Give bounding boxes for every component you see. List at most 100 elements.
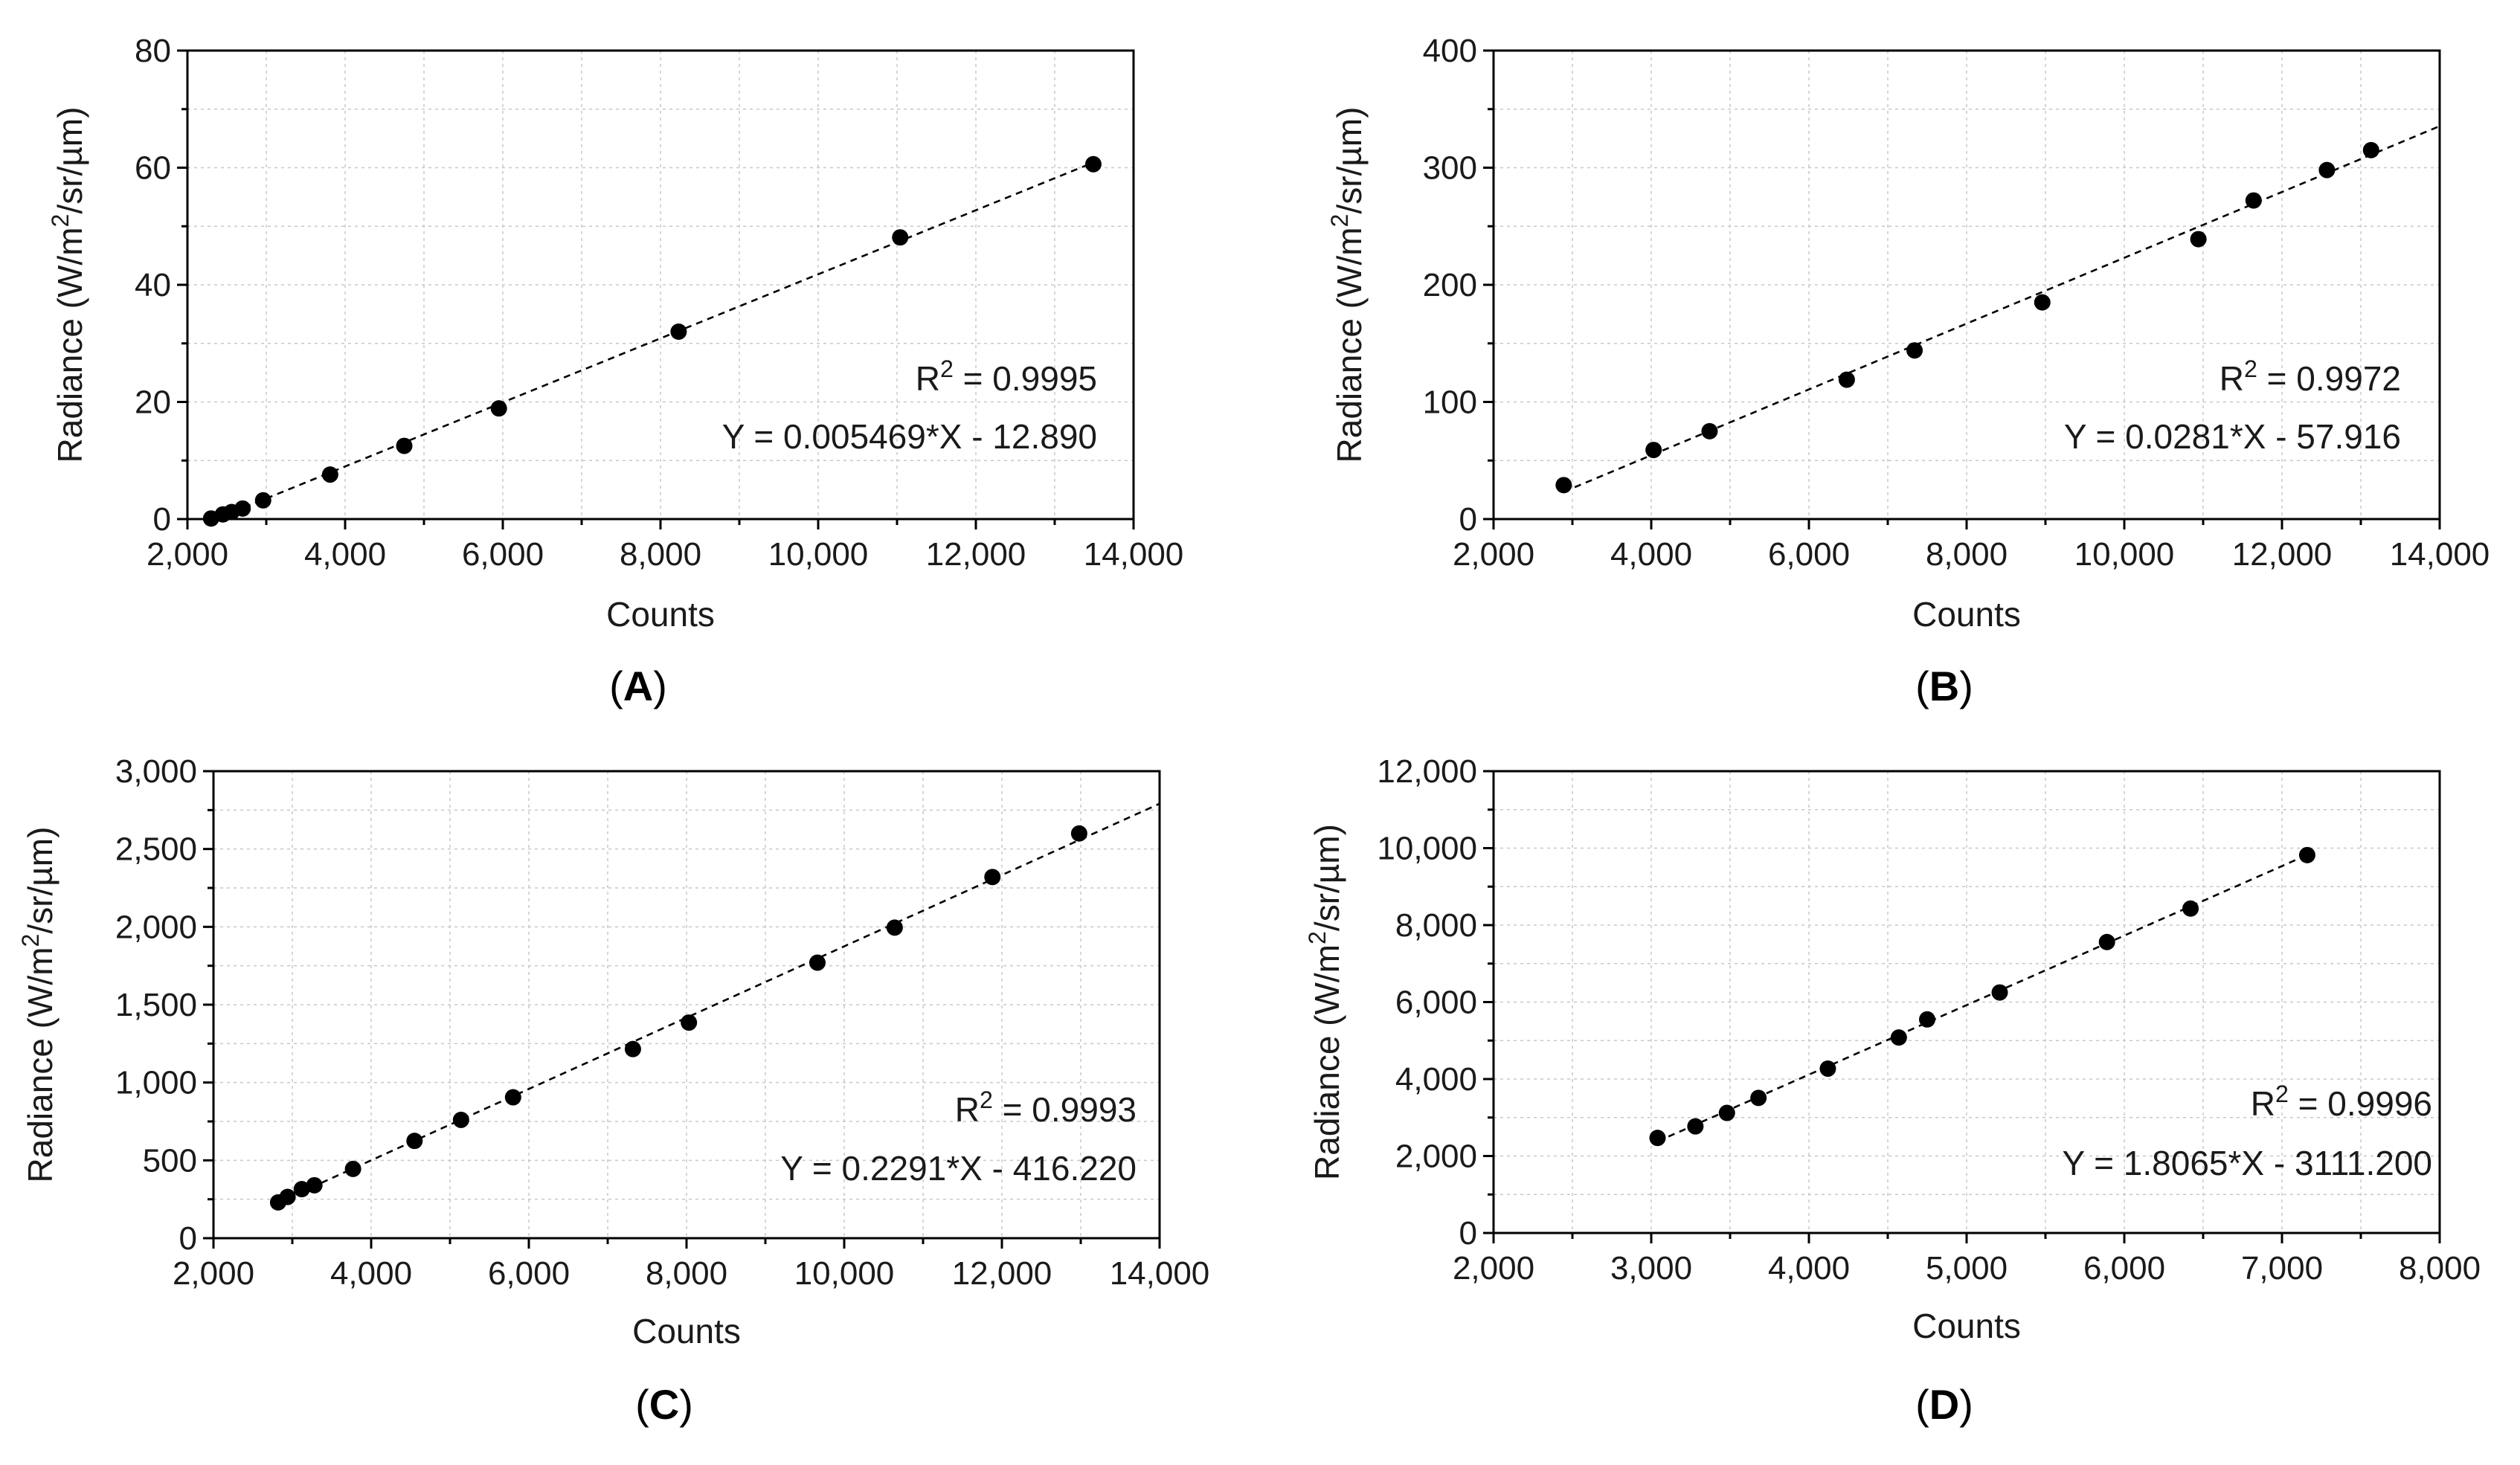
data-point [1819, 1060, 1836, 1078]
x-tick-label: 10,000 [794, 1255, 895, 1292]
data-point [2182, 900, 2199, 917]
gridlines [213, 771, 1160, 1238]
x-tick-label: 5,000 [1926, 1250, 2008, 1287]
data-point [1991, 984, 2008, 1001]
y-tick-label: 60 [135, 150, 171, 187]
data-point [234, 500, 251, 517]
x-tick-label: 4,000 [304, 536, 386, 573]
x-axis-label: Counts [1912, 1307, 2021, 1345]
x-tick-label: 10,000 [2074, 536, 2175, 573]
x-tick-label: 6,000 [1768, 536, 1850, 573]
panel-label: (B) [1915, 663, 1973, 709]
x-tick-label: 4,000 [1768, 1250, 1850, 1287]
y-tick-label: 300 [1423, 150, 1477, 187]
x-tick-label: 3,000 [1610, 1250, 1692, 1287]
data-point [2298, 846, 2315, 863]
data-point [1701, 422, 1718, 440]
y-axis-label: Radiance (W/m2/sr/µm) [1326, 107, 1369, 463]
y-tick-label: 80 [135, 33, 171, 69]
data-point [624, 1040, 641, 1057]
x-tick-label: 8,000 [2399, 1250, 2481, 1287]
x-tick-label: 8,000 [620, 536, 701, 573]
y-tick-label: 0 [153, 501, 171, 538]
data-point [321, 466, 338, 483]
data-point [1649, 1130, 1666, 1147]
y-tick-label: 500 [143, 1142, 197, 1179]
data-point [681, 1014, 698, 1031]
y-tick-label: 1,000 [115, 1065, 197, 1101]
x-tick-label: 12,000 [952, 1255, 1052, 1292]
data-point [809, 954, 826, 971]
fit-line [277, 802, 1160, 1204]
r-squared-label: R2 = 0.9993 [955, 1086, 1137, 1129]
y-tick-label: 40 [135, 267, 171, 303]
data-point [1718, 1104, 1735, 1121]
r-squared-label: R2 = 0.9996 [2251, 1081, 2432, 1123]
data-point [293, 1181, 310, 1198]
panel-label: (D) [1915, 1381, 1973, 1428]
fit-equation-label: Y = 0.2291*X - 416.220 [780, 1149, 1137, 1188]
y-tick-label: 2,000 [1395, 1139, 1477, 1175]
data-point [254, 492, 271, 509]
y-tick-label: 0 [1459, 1215, 1477, 1252]
x-tick-label: 12,000 [2232, 536, 2333, 573]
fit-equation-label: Y = 1.8065*X - 3111.200 [2063, 1144, 2432, 1182]
data-point [306, 1176, 323, 1194]
data-point [279, 1188, 296, 1205]
data-point [396, 437, 413, 454]
data-point [1645, 442, 1662, 459]
data-point [344, 1160, 361, 1177]
data-point [670, 323, 687, 340]
data-point [1906, 342, 1923, 359]
data-point [1687, 1118, 1704, 1135]
x-tick-label: 14,000 [2390, 536, 2490, 573]
data-point [886, 919, 903, 936]
x-tick-label: 7,000 [2241, 1250, 2323, 1287]
y-tick-label: 3,000 [115, 753, 197, 790]
y-tick-label: 200 [1423, 267, 1477, 303]
data-point [490, 400, 507, 417]
x-tick-label: 12,000 [926, 536, 1026, 573]
fit-line [210, 161, 1095, 522]
x-tick-label: 8,000 [1926, 536, 2008, 573]
x-tick-label: 4,000 [330, 1255, 412, 1292]
chart-panel-b: 2,000 4,000 6,000 8,000 10,000 12,000 14,000 0 1… [1326, 33, 2490, 709]
y-tick-label: 8,000 [1395, 907, 1477, 944]
x-tick-label: 6,000 [2083, 1250, 2165, 1287]
data-point [2190, 231, 2207, 248]
data-point [1919, 1011, 1935, 1028]
r-squared-label: R2 = 0.9972 [2220, 355, 2401, 398]
y-tick-label: 2,500 [115, 831, 197, 868]
data-point [452, 1111, 469, 1128]
data-point [1838, 371, 1855, 388]
x-tick-label: 2,000 [173, 1255, 254, 1292]
gridlines [187, 51, 1134, 519]
chart-panel-a: 2,000 4,000 6,000 8,000 10,000 12,000 14,000 0 2… [47, 33, 1183, 709]
x-tick-label: 4,000 [1610, 536, 1692, 573]
x-tick-label: 14,000 [1084, 536, 1184, 573]
data-point [1084, 155, 1102, 173]
data-point [1750, 1089, 1767, 1107]
panel-label: (A) [609, 663, 667, 709]
r-squared-label: R2 = 0.9995 [916, 355, 1097, 398]
x-axis-label: Counts [632, 1312, 741, 1350]
data-point [2034, 294, 2051, 311]
data-point [1070, 825, 1087, 842]
y-tick-label: 4,000 [1395, 1061, 1477, 1098]
x-tick-label: 2,000 [147, 536, 228, 573]
y-tick-label: 2,000 [115, 909, 197, 945]
y-axis-label: Radiance (W/m2/sr/µm) [17, 827, 60, 1183]
y-tick-label: 400 [1423, 33, 1477, 69]
x-tick-label: 6,000 [462, 536, 544, 573]
x-tick-label: 2,000 [1453, 536, 1534, 573]
y-axis-label: Radiance (W/m2/sr/µm) [1304, 824, 1346, 1180]
y-tick-label: 0 [1459, 501, 1477, 538]
y-tick-label: 10,000 [1377, 831, 1477, 867]
data-point [2318, 161, 2336, 178]
x-tick-label: 8,000 [646, 1255, 727, 1292]
y-tick-label: 0 [179, 1220, 197, 1257]
x-tick-label: 14,000 [1110, 1255, 1210, 1292]
y-tick-label: 20 [135, 384, 171, 421]
y-tick-label: 12,000 [1377, 753, 1477, 790]
